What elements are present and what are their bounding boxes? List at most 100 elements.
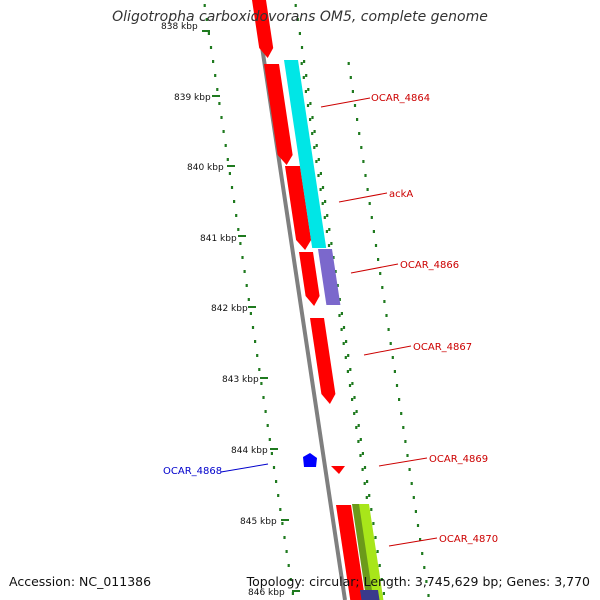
track-guide-dot [214,74,217,77]
track-guide-dot [315,160,318,163]
gene-block [252,0,274,58]
track-guide-dot [340,312,343,315]
track-guide-dot [281,522,284,525]
track-guide-dot [368,494,371,497]
gene-leader-line [220,463,269,473]
ruler-label: 842 kbp [211,304,248,314]
track-guide-dot [342,342,345,345]
track-guide-dot [305,74,308,77]
ruler-label: 843 kbp [222,375,259,385]
track-guide-dot [427,594,430,597]
track-guide-dot [203,4,206,7]
gene-labels: OCAR_4864 ackA OCAR_4866 OCAR_4867 OCAR_4868… [163,93,498,547]
gene-leader-line [388,537,438,547]
track-guide-dot [362,160,365,163]
track-guide-dot [266,424,269,427]
track-guide-dot [377,258,380,261]
ruler-label: 839 kbp [174,93,211,103]
track-guide-dot [419,538,422,541]
gene-leader-line [320,97,371,108]
track-guide-dot [355,410,358,413]
track-guide-dot [363,482,366,485]
track-guide-dot [404,440,407,443]
small-gene-block [331,466,345,474]
track-guide-dot [347,354,350,357]
track-guide-dot [313,130,316,133]
track-guide-dot [365,496,368,499]
track-guide-dot [235,214,238,217]
small-gene-block [303,453,317,467]
ruler-label: 840 kbp [187,163,224,173]
track-guide-dot [258,368,261,371]
ruler-tick [227,165,235,167]
track-guide-dot [334,270,337,273]
track-guide-dot [249,312,252,315]
track-guide-dot [357,440,360,443]
track-guide-dot [416,524,420,527]
track-guide-dot [296,18,299,21]
dotted-track-guides [203,4,430,597]
gene-block [336,505,366,600]
track-guide-dot [306,104,310,107]
track-guide-dot [239,242,242,245]
gene-label: OCAR_4864 [371,93,430,104]
gene-block [299,252,320,306]
track-guide-dot [336,284,339,287]
gene-leader-line [350,263,399,274]
track-guide-dot [309,118,312,121]
track-guide-dot [391,356,394,359]
track-guide-dot [355,426,358,429]
track-guide-dot [370,508,373,511]
gene-leader-line [378,457,428,467]
ruler-label: 838 kbp [161,22,198,32]
track-guide-dot [357,424,360,427]
track-guide-dot [326,214,329,217]
track-guide-dot [338,314,341,317]
track-guide-dot [400,412,403,415]
track-guide-dot [287,564,290,567]
track-guide-dot [218,102,221,105]
track-guide-dot [251,326,255,329]
track-guide-dot [279,508,282,511]
track-guide-dot [338,298,341,301]
track-guide-dot [378,564,381,567]
gene-leader-line [363,345,412,356]
ruler-tick [248,306,256,308]
track-guide-dot [349,76,352,79]
track-guide-dot [243,270,246,273]
track-guide-dot [237,228,240,231]
track-guide-dot [319,172,322,175]
track-guide-dot [241,256,244,259]
track-guide-dot [393,370,396,373]
track-guide-dot [395,384,399,387]
track-guide-dot [328,228,331,231]
track-guide-dot [262,396,265,399]
ruler-label: 841 kbp [200,234,237,244]
track-guide-dot [368,202,371,205]
genome-summary-text: Topology: circular; Length: 3,745,629 bp… [246,574,590,589]
track-guide-dot [324,200,327,203]
track-guide-dot [366,480,369,483]
track-guide-dot [207,32,210,35]
track-guide-dot [275,480,278,483]
gene-block [284,60,327,248]
track-guide-dot [349,368,352,371]
track-guide-dot [222,130,225,133]
track-guide-dot [364,174,367,177]
track-guide-dot [226,158,229,161]
track-guide-dot [283,536,286,539]
genome-title: Oligotropha carboxidovorans OM5, complet… [112,9,488,25]
track-guide-dot [353,104,357,107]
track-guide-dot [380,578,383,581]
track-guide-dot [383,300,386,303]
track-guide-dot [319,188,322,191]
track-guide-dot [346,370,349,373]
ruler-tick [260,377,268,379]
track-guide-dot [359,438,362,441]
track-guide-dot [351,398,354,401]
gene-label: OCAR_4866 [400,260,459,271]
track-guide-dot [366,188,369,191]
track-guide-dot [233,200,236,203]
track-guide-dot [372,230,375,233]
